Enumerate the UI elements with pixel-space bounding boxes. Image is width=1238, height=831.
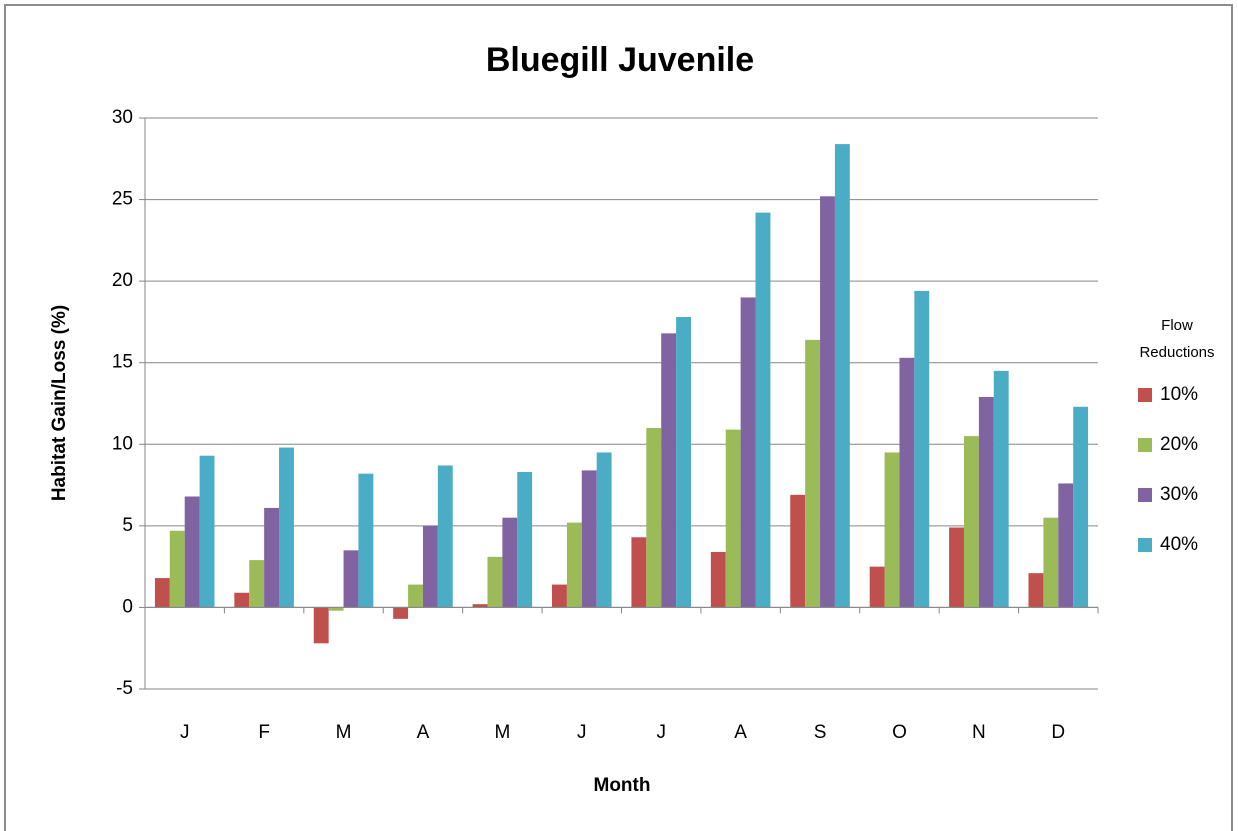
chart-border — [4, 4, 1233, 831]
y-tick-label: 25 — [112, 189, 133, 210]
bar — [552, 584, 567, 608]
bar — [993, 370, 1009, 608]
bar — [820, 196, 835, 608]
bar — [790, 494, 806, 608]
bar — [264, 507, 280, 608]
bar — [358, 473, 374, 608]
legend-title: Flow Reductions — [1139, 317, 1215, 361]
bar — [725, 429, 741, 608]
x-tick-label: M — [336, 722, 352, 743]
legend-label: 10% — [1160, 384, 1198, 405]
bar — [1043, 517, 1059, 608]
legend-label: 30% — [1160, 484, 1198, 505]
legend-label: 20% — [1160, 434, 1198, 455]
y-tick-label: 30 — [112, 107, 133, 128]
legend-swatch — [1138, 488, 1152, 502]
bar — [963, 436, 979, 608]
legend-swatch — [1138, 438, 1152, 452]
legend-swatch — [1138, 388, 1152, 402]
bar — [517, 472, 533, 608]
legend-swatch — [1138, 538, 1152, 552]
bar — [154, 578, 170, 608]
y-tick-label: -5 — [116, 678, 133, 699]
bar — [472, 604, 488, 608]
y-tick-label: 10 — [112, 433, 133, 454]
bar — [596, 452, 612, 608]
bar — [279, 447, 294, 608]
bar — [869, 566, 885, 608]
bar — [949, 527, 964, 608]
bar — [631, 537, 647, 608]
y-tick-label: 0 — [122, 596, 133, 617]
x-tick-label: N — [972, 722, 986, 743]
bar — [978, 396, 994, 608]
bar — [437, 465, 453, 608]
bar — [408, 584, 423, 608]
bar — [328, 607, 344, 611]
x-axis-title: Month — [594, 775, 651, 796]
x-tick-label: J — [656, 722, 666, 743]
bar — [502, 517, 518, 608]
bar — [199, 455, 215, 608]
bar — [313, 607, 329, 644]
bar — [914, 290, 930, 608]
bar — [884, 452, 900, 608]
bar — [676, 317, 691, 608]
legend-label: 40% — [1160, 534, 1198, 555]
bar — [249, 560, 265, 608]
x-tick-label: D — [1051, 722, 1065, 743]
bar — [566, 522, 582, 608]
y-axis-title: Habitat Gain/Loss (%) — [49, 305, 70, 501]
y-tick-label: 5 — [122, 515, 133, 536]
bar — [1073, 406, 1089, 608]
bar — [184, 496, 200, 608]
y-tick-label: 20 — [112, 270, 133, 291]
bar — [661, 333, 677, 608]
y-tick-label: 15 — [112, 352, 133, 373]
chart-title: Bluegill Juvenile — [486, 41, 754, 79]
bar — [740, 297, 756, 608]
x-tick-label: F — [258, 722, 270, 743]
bar — [422, 525, 438, 608]
bar — [581, 470, 597, 608]
bar — [899, 357, 915, 608]
bar — [169, 530, 185, 608]
bar — [234, 592, 250, 608]
bar — [487, 556, 503, 608]
x-tick-label: A — [734, 722, 747, 743]
bar — [1028, 573, 1044, 608]
bar — [805, 339, 821, 608]
bar — [646, 427, 662, 608]
bar — [710, 551, 726, 608]
bar — [393, 607, 409, 619]
bar — [755, 212, 771, 608]
bar — [1058, 483, 1074, 608]
x-tick-label: O — [892, 722, 907, 743]
x-tick-label: S — [814, 722, 827, 743]
bar — [834, 144, 850, 608]
x-tick-label: J — [577, 722, 587, 743]
bar — [343, 550, 359, 608]
x-tick-label: M — [494, 722, 510, 743]
x-tick-label: J — [180, 722, 190, 743]
x-tick-label: A — [417, 722, 430, 743]
